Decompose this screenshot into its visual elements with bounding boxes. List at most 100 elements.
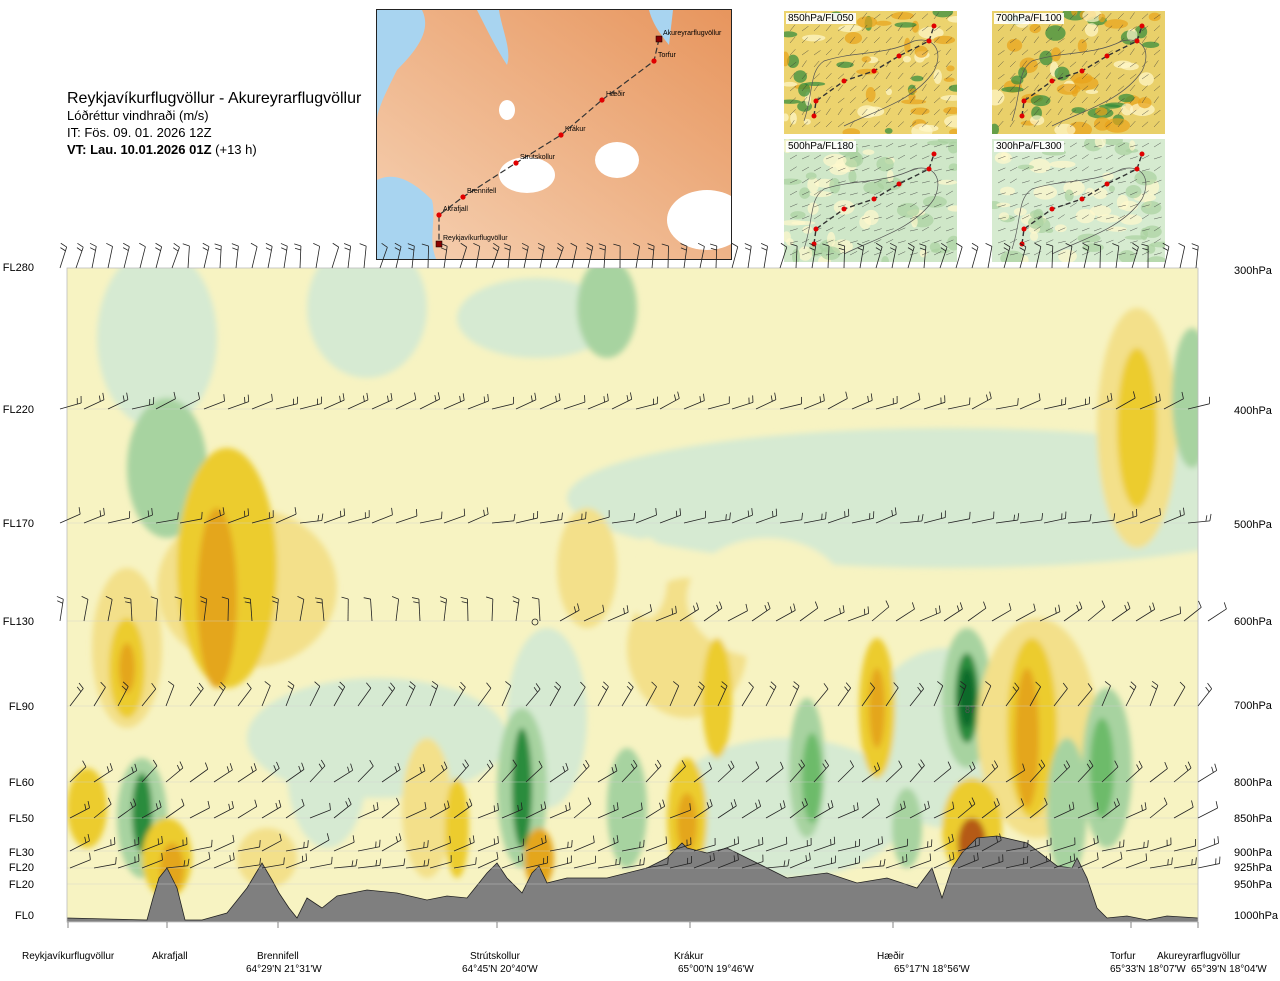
level-map-300[interactable]: 300hPa/FL300 — [992, 139, 1165, 262]
thumb-blob — [807, 177, 819, 193]
thumb-barb — [825, 37, 833, 44]
thumb-blob — [809, 190, 832, 198]
level-map-850[interactable]: 850hPa/FL050 — [784, 11, 957, 134]
thumb-barb — [909, 61, 917, 68]
level-map-500-svg — [784, 139, 957, 262]
thumb-barb — [873, 144, 882, 148]
thumb-barb — [1057, 214, 1065, 220]
thumb-barb — [945, 85, 953, 92]
level-map-500[interactable]: 500hPa/FL180 — [784, 139, 957, 262]
thumb-blob — [793, 70, 807, 83]
thumb-barb — [1009, 228, 1018, 232]
thumb-blob — [1121, 103, 1134, 116]
thumb-blob — [1092, 187, 1108, 200]
thumb-barb — [825, 49, 832, 56]
valid-time-value: VT: Lau. 10.01.2026 01Z — [67, 142, 212, 157]
thumb-barb — [1081, 214, 1089, 220]
thumb-barb — [1141, 190, 1149, 196]
fl-label: FL220 — [2, 404, 34, 416]
thumb-barb — [1069, 142, 1077, 148]
thumb-barb — [813, 178, 821, 184]
wind-barb-flag — [313, 243, 320, 247]
thumb-barb — [997, 240, 1006, 244]
thumb-barb — [849, 180, 858, 184]
thumb-blob — [929, 242, 941, 252]
thumb-barb — [1141, 96, 1147, 104]
thumb-barb — [1057, 180, 1066, 184]
waypoint-coord: 64°29'N 21°31'W — [246, 964, 322, 975]
thumb-blob — [1126, 28, 1138, 42]
thumb-barb — [861, 216, 870, 220]
velocity-cell — [1047, 738, 1087, 878]
wind-barb — [1197, 770, 1217, 783]
wind-barb-flag — [89, 242, 97, 247]
fl-label: FL130 — [2, 616, 34, 628]
thumb-blob — [1114, 141, 1134, 156]
thumb-barb — [1153, 121, 1160, 128]
route-map[interactable]: Akureyrarflugvöllur Torfur Hæðir Krákur Strú… — [376, 9, 732, 260]
thumb-barb — [1057, 192, 1066, 196]
thumb-waypoint — [1049, 206, 1055, 212]
thumb-barb — [1033, 226, 1041, 232]
thumb-barb — [1093, 228, 1102, 232]
thumb-barb — [1009, 108, 1015, 116]
thumb-barb — [997, 179, 1006, 184]
thumb-barb — [933, 37, 940, 44]
thumb-barb — [1045, 168, 1054, 172]
thumb-blob — [799, 187, 811, 199]
wind-barb-flag — [139, 242, 146, 248]
thumb-blob — [948, 84, 957, 92]
thumb-barb — [1009, 24, 1015, 32]
wind-barb-flag — [172, 247, 179, 252]
thumb-barb — [1093, 216, 1102, 220]
thumb-coast — [803, 167, 939, 255]
thumb-barb — [1153, 60, 1159, 68]
thumb-barb — [837, 180, 846, 184]
wind-barb-flag — [202, 247, 209, 251]
thumb-barb — [1093, 145, 1102, 148]
thumb-barb — [1105, 84, 1111, 92]
thumb-barb — [945, 25, 953, 32]
thumb-barb — [1081, 227, 1090, 232]
thumb-blob — [1049, 160, 1076, 168]
wind-barb-flag — [77, 242, 84, 248]
thumb-barb — [825, 204, 834, 208]
thumb-blob — [843, 151, 864, 168]
hpa-label: 850hPa — [1234, 813, 1272, 825]
thumb-barb — [933, 216, 942, 220]
thumb-barb — [1153, 238, 1161, 244]
thumb-barb — [825, 121, 832, 128]
level-map-700[interactable]: 700hPa/FL100 — [992, 11, 1165, 134]
thumb-barb — [1009, 167, 1018, 172]
thumb-barb — [1081, 13, 1089, 20]
wind-barb-flag — [1198, 600, 1202, 608]
level-map-700-label: 700hPa/FL100 — [994, 13, 1064, 24]
thumb-barb — [997, 204, 1006, 208]
thumb-barb — [921, 50, 929, 56]
wind-barb-flag — [1214, 763, 1218, 771]
thumb-blob — [940, 95, 957, 101]
thumb-barb — [1153, 202, 1162, 208]
velocity-cell — [445, 778, 469, 878]
thumb-barb — [789, 215, 798, 220]
thumb-barb — [1141, 228, 1150, 232]
waypoint-label: Reykjavíkurflugvöllur — [22, 951, 115, 962]
thumb-barb — [873, 179, 882, 184]
thumb-barb — [945, 37, 953, 44]
wind-barb — [75, 247, 84, 269]
thumb-barb — [997, 96, 1003, 104]
thumb-barb — [945, 13, 952, 20]
thumb-barb — [837, 108, 843, 116]
thumb-blob — [784, 99, 801, 104]
airport-marker — [435, 240, 443, 248]
velocity-cell — [287, 688, 367, 848]
thumb-barb — [921, 240, 930, 244]
thumb-barb — [1129, 227, 1138, 232]
thumb-barb — [1069, 48, 1076, 56]
thumb-blob — [1071, 107, 1086, 114]
thumb-barb — [885, 96, 892, 104]
thumb-barb — [1009, 85, 1016, 92]
route-map-label: Strútskollur — [520, 154, 556, 161]
thumb-blob — [992, 89, 1005, 106]
level-map-300-label: 300hPa/FL300 — [994, 141, 1064, 152]
